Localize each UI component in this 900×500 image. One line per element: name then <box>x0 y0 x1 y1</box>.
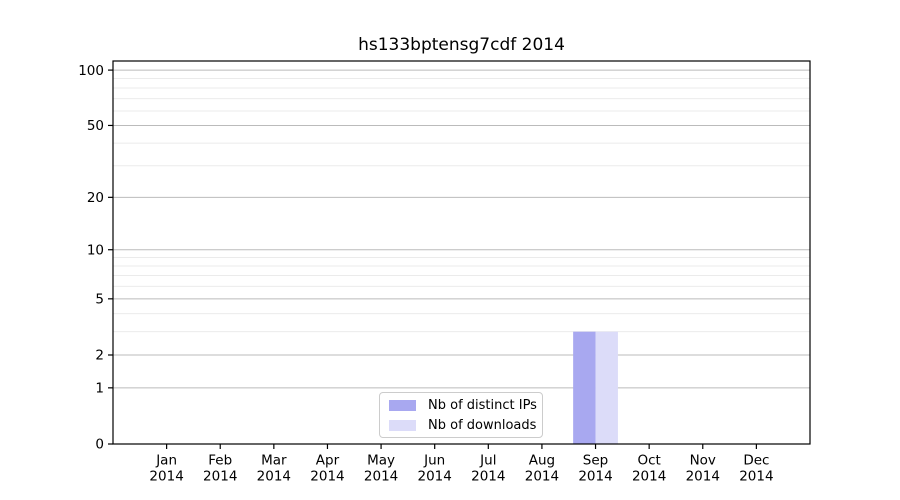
y-tick-label: 1 <box>95 381 104 397</box>
x-tick-label-month: Dec <box>743 453 769 469</box>
legend-label-downloads: Nb of downloads <box>428 417 537 433</box>
x-tick-label-month: Jun <box>423 453 445 469</box>
y-tick-label: 100 <box>78 63 104 79</box>
x-tick-label-year: 2014 <box>632 469 666 485</box>
x-tick-label-month: May <box>367 453 395 469</box>
legend-swatch-downloads <box>389 419 416 431</box>
x-tick-label-year: 2014 <box>310 469 344 485</box>
legend-label-distinct-ips: Nb of distinct IPs <box>428 397 537 413</box>
y-tick-label: 5 <box>95 292 104 308</box>
x-tick-label-month: Oct <box>637 453 660 469</box>
legend-item-distinct-ips: Nb of distinct IPs <box>389 397 537 413</box>
y-tick-label: 0 <box>95 437 104 453</box>
x-tick-label-month: Jul <box>479 453 496 469</box>
y-tick-label: 50 <box>87 118 104 134</box>
x-tick-label-year: 2014 <box>471 469 505 485</box>
x-tick-label-year: 2014 <box>739 469 773 485</box>
axes-frame <box>112 60 811 445</box>
x-tick-label-year: 2014 <box>149 469 183 485</box>
legend: Nb of distinct IPs Nb of downloads <box>379 392 543 438</box>
bar-distinct-ips <box>573 331 596 444</box>
x-tick-label-year: 2014 <box>578 469 612 485</box>
x-tick-label-month: Jan <box>155 453 177 469</box>
chart-title: hs133bptensg7cdf 2014 <box>358 35 565 55</box>
y-tick-label: 20 <box>87 190 104 206</box>
x-tick-label-year: 2014 <box>686 469 720 485</box>
x-tick-label-month: Mar <box>261 453 287 469</box>
x-tick-label-month: Feb <box>208 453 232 469</box>
x-tick-label-month: Apr <box>316 453 340 469</box>
y-tick-label: 10 <box>87 242 104 258</box>
y-tick-label: 2 <box>95 348 104 364</box>
x-tick-label-year: 2014 <box>257 469 291 485</box>
bar-downloads <box>595 331 618 444</box>
x-tick-label-year: 2014 <box>418 469 452 485</box>
x-tick-label-year: 2014 <box>203 469 237 485</box>
x-tick-label-year: 2014 <box>525 469 559 485</box>
legend-item-downloads: Nb of downloads <box>389 417 537 433</box>
x-tick-label-month: Aug <box>529 453 555 469</box>
x-tick-label-year: 2014 <box>364 469 398 485</box>
legend-swatch-distinct-ips <box>389 399 416 411</box>
x-tick-label-month: Nov <box>690 453 716 469</box>
x-tick-label-month: Sep <box>583 453 608 469</box>
